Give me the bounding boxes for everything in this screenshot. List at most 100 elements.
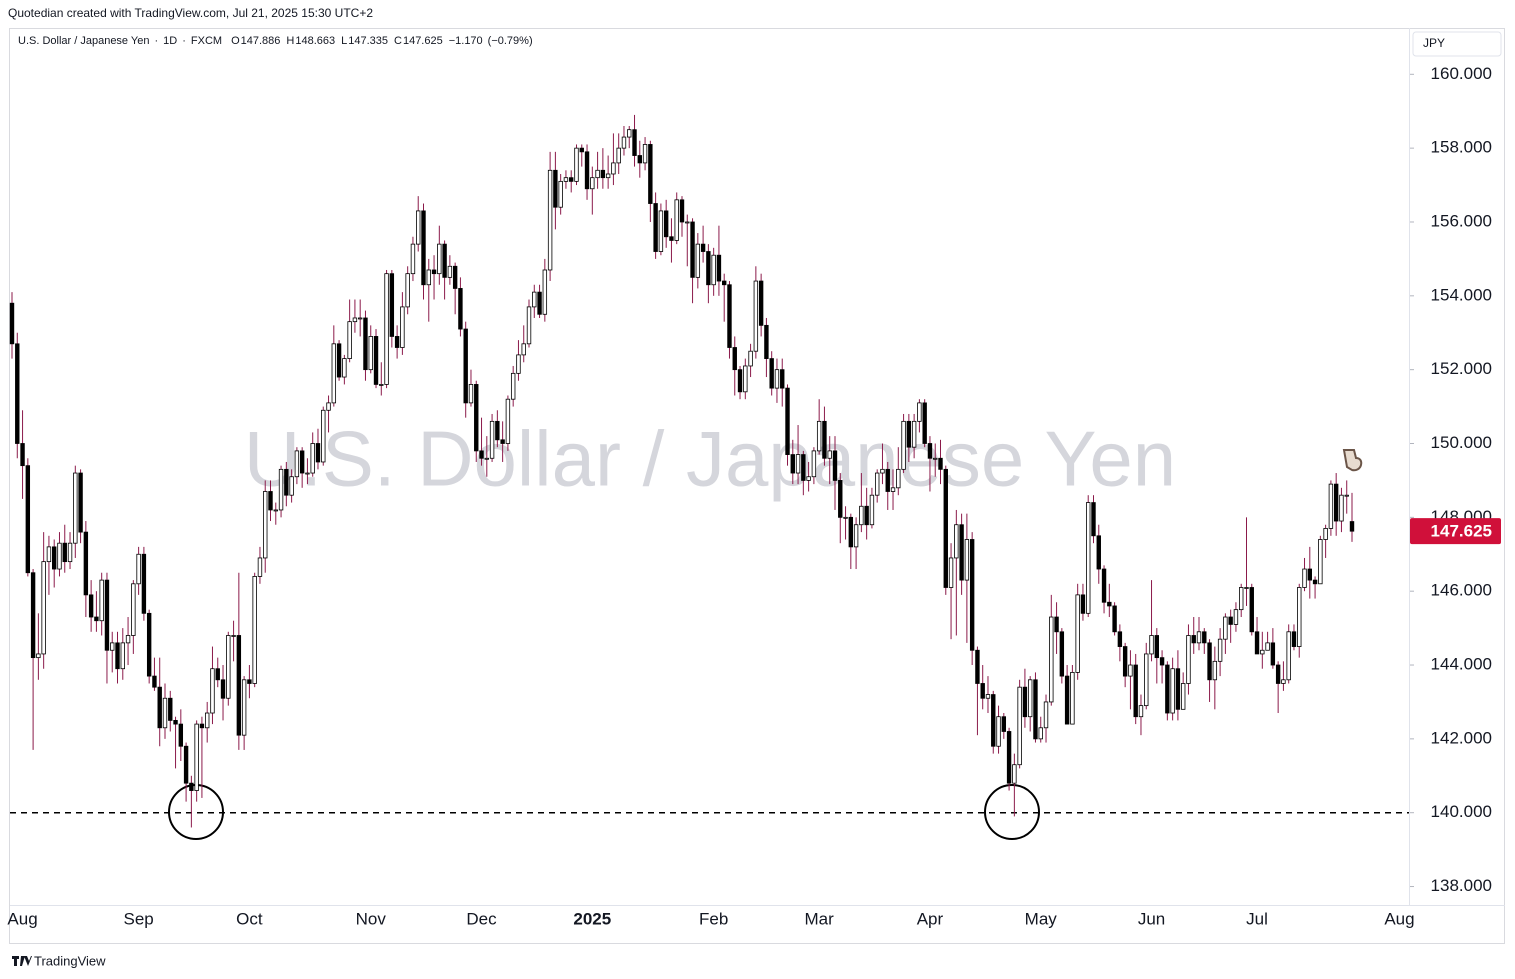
candle-body <box>1133 664 1138 718</box>
separator: · <box>154 35 158 47</box>
candle-body <box>801 454 806 481</box>
candle-body <box>526 306 532 345</box>
candle-body <box>400 306 405 348</box>
candle-body <box>1144 653 1149 707</box>
candle-body <box>1086 502 1091 614</box>
candle-body <box>864 505 869 526</box>
candle-body <box>289 476 294 496</box>
candle-body <box>780 369 785 389</box>
candle-body <box>231 635 236 637</box>
candle-body <box>315 443 321 463</box>
candle-body <box>1233 609 1239 625</box>
candle-body <box>722 280 727 286</box>
candle-body <box>1006 731 1012 784</box>
candle-body <box>46 546 52 563</box>
candle-body <box>532 291 537 308</box>
candle-body <box>695 243 701 278</box>
x-tick-label: Oct <box>236 909 263 928</box>
candle-body <box>758 280 764 326</box>
candle-body <box>452 265 458 289</box>
candle-body <box>426 269 431 286</box>
candle-body <box>115 642 120 670</box>
candle-body <box>996 716 1001 747</box>
candle-body <box>642 144 648 164</box>
candle-body <box>173 720 178 725</box>
candle-body <box>1312 579 1318 585</box>
candle-body <box>827 450 832 459</box>
candle-body <box>1012 764 1017 784</box>
candle-body <box>690 221 695 278</box>
candle-body <box>521 343 526 356</box>
currency[interactable]: JPY <box>1423 36 1445 50</box>
last-price-box <box>1410 518 1501 545</box>
candle-body <box>1333 483 1339 522</box>
candle-body <box>1059 631 1065 677</box>
candle-body <box>1286 631 1291 681</box>
candle-body <box>447 265 453 278</box>
candle-body <box>210 668 215 714</box>
candle-body <box>141 553 147 614</box>
candle-body <box>120 642 125 670</box>
candle-body <box>885 468 890 492</box>
candle-body <box>1091 502 1096 537</box>
currency-box[interactable] <box>1412 31 1502 57</box>
y-tick-label: 158.000 <box>1431 138 1492 157</box>
candle-body <box>152 675 157 688</box>
candle-body <box>880 468 885 474</box>
candle-body <box>948 557 954 588</box>
candle-body <box>869 494 875 526</box>
candle-body <box>257 557 263 577</box>
candle-body <box>896 468 901 489</box>
candle-body <box>906 420 912 448</box>
candle-body <box>822 420 827 459</box>
candles <box>9 114 1355 828</box>
candle-body <box>838 480 843 518</box>
candle-body <box>431 269 437 275</box>
candle-body <box>859 505 864 526</box>
candle-body <box>933 457 938 460</box>
y-tick-label: 150.000 <box>1431 433 1492 452</box>
candle-body <box>474 384 479 452</box>
y-tick-label: 156.000 <box>1431 211 1492 230</box>
candle-body <box>1202 631 1207 644</box>
candle-body <box>321 409 326 463</box>
candle-body <box>1186 635 1191 684</box>
candle-body <box>743 365 748 393</box>
candle-body <box>1022 686 1028 718</box>
candle-body <box>1339 494 1344 522</box>
watermark: U.S. Dollar / Japanese Yen <box>244 415 1176 503</box>
candle-body <box>1223 616 1228 640</box>
candle-body <box>104 579 110 651</box>
candle-body <box>1254 631 1260 655</box>
candle-body <box>368 336 373 371</box>
candle-body <box>484 457 490 460</box>
candle-body <box>500 439 505 444</box>
candle-body <box>975 649 980 684</box>
candle-body <box>495 420 500 441</box>
candle-body <box>73 472 78 544</box>
ohlc-letter: H <box>286 35 294 47</box>
candle-body <box>795 454 801 474</box>
candle-body <box>394 336 400 348</box>
candle-body <box>1212 660 1218 681</box>
candle-body <box>927 443 933 459</box>
candle-body <box>917 402 922 422</box>
candle-body <box>853 524 859 548</box>
change-pct: (−0.79%) <box>488 35 533 47</box>
candle-body <box>416 210 421 245</box>
candle-body <box>621 136 627 149</box>
candle-body <box>569 177 574 182</box>
candle-body <box>78 472 83 533</box>
candle-body <box>1117 631 1123 647</box>
exchange: FXCM <box>191 35 222 47</box>
candle-body <box>737 369 743 393</box>
candle-body <box>922 402 927 444</box>
y-tick-label: 140.000 <box>1431 802 1492 821</box>
candle-body <box>1270 642 1276 666</box>
candle-body <box>389 273 395 337</box>
candle-body <box>479 450 484 459</box>
candle-body <box>442 243 447 278</box>
candle-body <box>247 679 252 684</box>
